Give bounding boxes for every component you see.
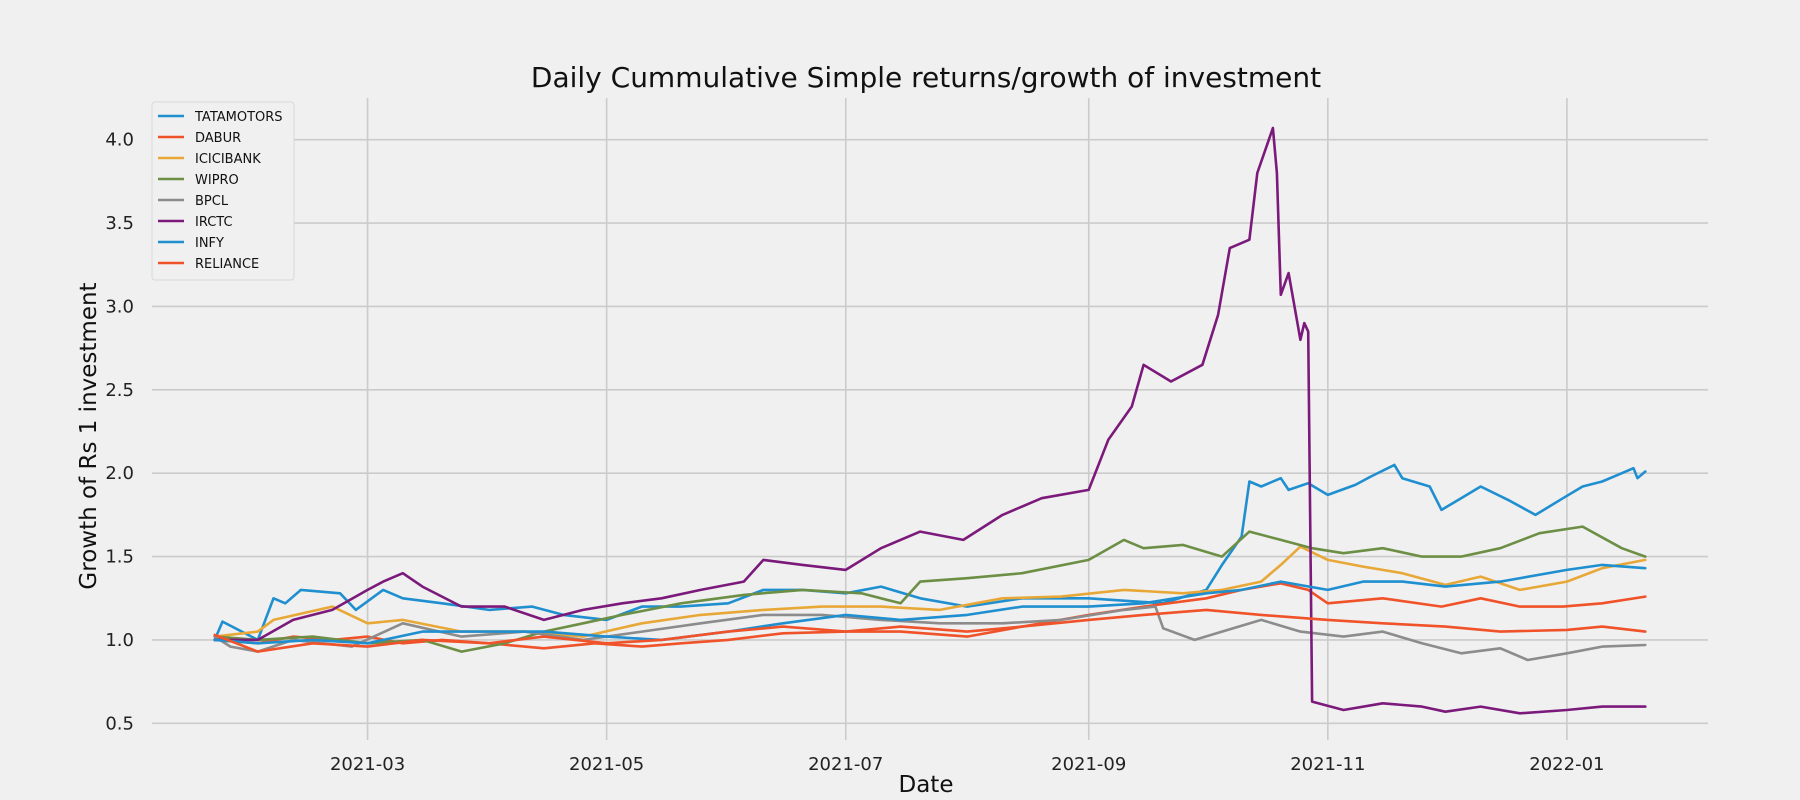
series-line-icicibank [213,545,1647,638]
gridlines [152,98,1708,740]
x-tick-label: 2021-09 [1051,754,1126,775]
legend-box [151,101,295,281]
legend-label: INFY [195,236,224,251]
legend-label: BPCL [195,194,229,209]
legend-label: DABUR [195,131,241,146]
x-axis-label: Date [899,772,954,798]
y-tick-label: 3.0 [105,296,134,317]
legend-label: IRCTC [195,215,233,230]
y-tick-label: 2.0 [105,463,134,484]
y-tick-label: 0.5 [105,713,134,734]
legend-label: RELIANCE [195,257,259,272]
x-tick-label: 2021-07 [808,754,883,775]
series-line-reliance [213,608,1647,653]
series-line-infy [213,563,1647,645]
legend-label: ICICIBANK [195,152,261,167]
tick-labels: 0.5 1.0 1.5 2.0 2.5 3.0 3.5 4.0 2021-03 2021-05 20… [105,130,1604,775]
y-tick-label: 1.0 [105,630,134,651]
series-line-tatamotors [213,463,1647,642]
series-line-dabur [213,582,1647,650]
legend-label: TATAMOTORS [194,110,283,125]
x-tick-label: 2021-05 [569,754,644,775]
x-tick-label: 2021-03 [330,754,405,775]
series-line-bpcl [213,605,1647,662]
series-lines [213,126,1647,715]
y-tick-label: 1.5 [105,547,134,568]
y-tick-label: 3.5 [105,213,134,234]
x-tick-label: 2021-11 [1290,754,1365,775]
series-line-wipro [213,525,1647,653]
y-tick-label: 2.5 [105,380,134,401]
legend: TATAMOTORS DABUR ICICIBANK WIPRO BPCL IRCTC IN… [151,101,295,281]
chart-title: Daily Cummulative Simple returns/growth … [531,61,1321,94]
y-tick-label: 4.0 [105,130,134,151]
x-tick-label: 2022-01 [1529,754,1604,775]
y-axis-label: Growth of Rs 1 investment [76,282,102,589]
series-line-irctc [213,126,1647,715]
legend-label: WIPRO [195,173,239,188]
